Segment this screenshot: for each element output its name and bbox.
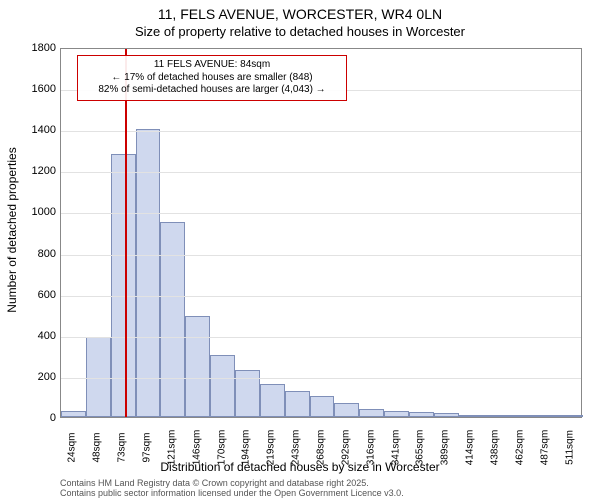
plot-container: 11 FELS AVENUE: 84sqm ← 17% of detached … bbox=[60, 48, 582, 418]
plot-area: 11 FELS AVENUE: 84sqm ← 17% of detached … bbox=[60, 48, 582, 418]
histogram-bar bbox=[285, 391, 310, 417]
histogram-bar bbox=[558, 415, 583, 417]
x-tick-label: 316sqm bbox=[365, 430, 376, 466]
annotation-larger: 82% of semi-detached houses are larger (… bbox=[84, 84, 340, 97]
x-tick-label: 219sqm bbox=[266, 430, 277, 466]
x-tick-label: 48sqm bbox=[92, 432, 103, 462]
histogram-bar bbox=[459, 415, 484, 417]
attribution-line2: Contains public sector information licen… bbox=[60, 488, 404, 498]
x-tick-label: 365sqm bbox=[415, 430, 426, 466]
x-tick-label: 438sqm bbox=[490, 430, 501, 466]
x-tick-label: 194sqm bbox=[241, 430, 252, 466]
histogram-bar bbox=[160, 222, 185, 417]
annotation-smaller: ← 17% of detached houses are smaller (84… bbox=[84, 72, 340, 85]
x-tick-label: 487sqm bbox=[539, 430, 550, 466]
histogram-bar bbox=[508, 415, 533, 417]
histogram-bar bbox=[434, 413, 459, 417]
chart-title-description: Size of property relative to detached ho… bbox=[0, 24, 600, 39]
gridline bbox=[61, 172, 581, 173]
chart-title-address: 11, FELS AVENUE, WORCESTER, WR4 0LN bbox=[0, 6, 600, 22]
x-tick-label: 511sqm bbox=[564, 430, 575, 465]
histogram-bar bbox=[210, 355, 235, 417]
y-tick-label: 1400 bbox=[16, 124, 56, 136]
y-tick-label: 200 bbox=[16, 371, 56, 383]
histogram-bar bbox=[185, 316, 210, 417]
x-tick-label: 24sqm bbox=[67, 432, 78, 462]
gridline bbox=[61, 337, 581, 338]
x-tick-label: 414sqm bbox=[465, 430, 476, 466]
y-tick-label: 1200 bbox=[16, 165, 56, 177]
annotation-address: 11 FELS AVENUE: 84sqm bbox=[84, 59, 340, 72]
attribution-text: Contains HM Land Registry data © Crown c… bbox=[60, 478, 404, 499]
x-tick-label: 462sqm bbox=[514, 430, 525, 466]
y-tick-label: 800 bbox=[16, 248, 56, 260]
histogram-bar bbox=[310, 396, 335, 417]
gridline bbox=[61, 296, 581, 297]
histogram-bar bbox=[334, 403, 359, 417]
histogram-bar bbox=[260, 384, 285, 417]
gridline bbox=[61, 255, 581, 256]
gridline bbox=[61, 213, 581, 214]
histogram-bar bbox=[533, 415, 558, 417]
x-tick-label: 292sqm bbox=[340, 430, 351, 466]
y-tick-label: 400 bbox=[16, 330, 56, 342]
y-tick-label: 600 bbox=[16, 289, 56, 301]
y-tick-label: 1000 bbox=[16, 206, 56, 218]
x-tick-label: 341sqm bbox=[390, 430, 401, 466]
y-tick-label: 1800 bbox=[16, 42, 56, 54]
x-tick-label: 243sqm bbox=[291, 430, 302, 466]
histogram-bar bbox=[235, 370, 260, 417]
histogram-bar bbox=[359, 409, 384, 417]
x-tick-label: 97sqm bbox=[142, 432, 153, 462]
property-marker-line bbox=[125, 49, 127, 417]
annotation-box: 11 FELS AVENUE: 84sqm ← 17% of detached … bbox=[77, 55, 347, 101]
gridline bbox=[61, 378, 581, 379]
gridline bbox=[61, 131, 581, 132]
histogram-bar bbox=[409, 412, 434, 417]
histogram-bar bbox=[384, 411, 409, 417]
histogram-bar bbox=[61, 411, 86, 417]
y-tick-label: 0 bbox=[16, 412, 56, 424]
x-tick-label: 121sqm bbox=[166, 430, 177, 466]
x-tick-label: 170sqm bbox=[216, 430, 227, 466]
x-tick-label: 268sqm bbox=[316, 430, 327, 466]
y-tick-label: 1600 bbox=[16, 83, 56, 95]
attribution-line1: Contains HM Land Registry data © Crown c… bbox=[60, 478, 404, 488]
x-tick-label: 389sqm bbox=[440, 430, 451, 466]
x-tick-label: 146sqm bbox=[191, 430, 202, 466]
x-tick-label: 73sqm bbox=[117, 432, 128, 462]
histogram-bar bbox=[484, 415, 509, 417]
